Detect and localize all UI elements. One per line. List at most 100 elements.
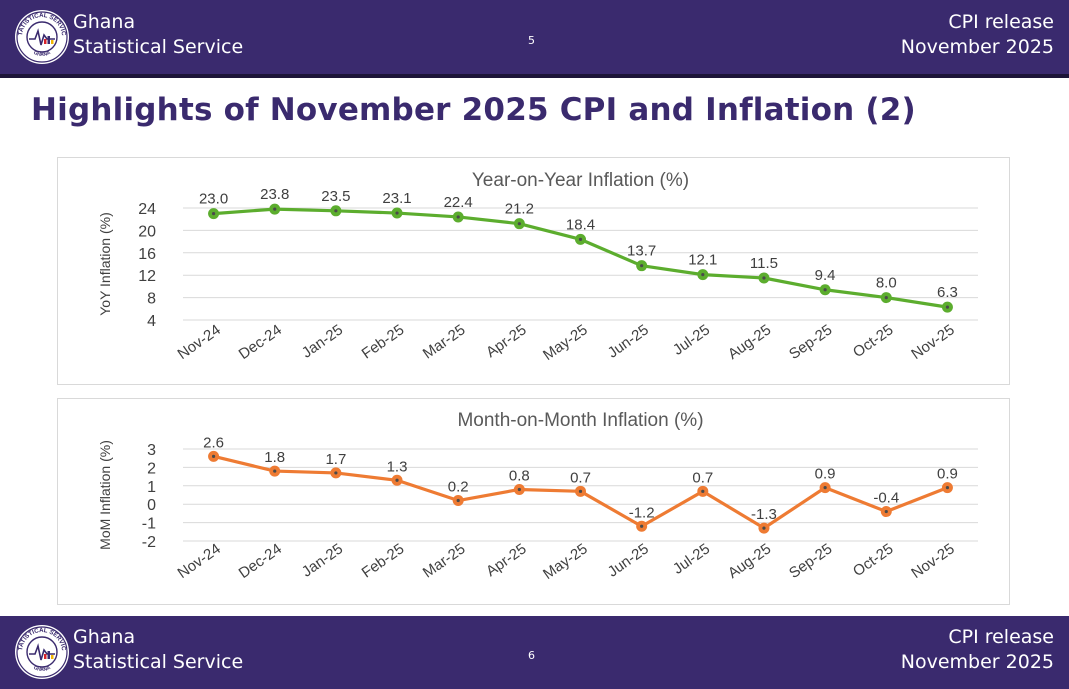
yoy-chart: Year-on-Year Inflation (%) 4 8 12 16 20 24 YoY … bbox=[97, 170, 978, 364]
x-tick-label: Jul-25 bbox=[670, 321, 713, 358]
data-point-center bbox=[456, 498, 460, 503]
y-tick-label: -2 bbox=[142, 534, 156, 551]
data-label: 0.2 bbox=[448, 479, 469, 496]
x-tick-label: Aug-25 bbox=[725, 540, 774, 582]
release-line-1: CPI release bbox=[948, 626, 1054, 648]
page-number: 6 bbox=[528, 649, 535, 662]
x-tick-label: Nov-24 bbox=[175, 540, 224, 582]
x-tick-label: Nov-25 bbox=[908, 540, 957, 582]
data-label: 1.8 bbox=[264, 449, 285, 466]
x-tick-label: Aug-25 bbox=[725, 321, 774, 363]
data-point-center bbox=[517, 487, 521, 492]
y-tick-label: 3 bbox=[147, 442, 156, 459]
data-point-center bbox=[334, 471, 338, 475]
y-axis-label: YoY Inflation (%) bbox=[97, 212, 113, 316]
data-point-center bbox=[578, 237, 583, 241]
logo-ring-text-bottom: GHANA bbox=[32, 50, 52, 58]
data-point-center bbox=[884, 509, 888, 514]
logo-ring-text-bottom: GHANA bbox=[32, 665, 52, 673]
data-point-center bbox=[762, 526, 766, 530]
x-tick-label: Nov-24 bbox=[175, 321, 224, 363]
y-tick-label: 1 bbox=[147, 479, 156, 496]
x-tick-label: May-25 bbox=[540, 321, 591, 364]
data-label: 1.7 bbox=[325, 451, 346, 468]
mom-chart: Month-on-Month Inflation (%) -2-1 01 23 MoM … bbox=[97, 410, 978, 583]
org-line-2: Statistical Service bbox=[73, 36, 244, 58]
data-point-center bbox=[823, 288, 827, 292]
release-info: CPI release November 2025 bbox=[901, 10, 1054, 60]
gss-logo-footer: STATISTICAL SERVICE GHANA bbox=[14, 624, 69, 679]
data-point-center bbox=[517, 222, 521, 226]
x-tick-label: Feb-25 bbox=[359, 540, 408, 581]
chart-title: Month-on-Month Inflation (%) bbox=[457, 410, 703, 431]
data-label: 23.1 bbox=[382, 190, 411, 207]
data-point-center bbox=[456, 215, 460, 219]
y-axis-label: MoM Inflation (%) bbox=[97, 440, 113, 550]
yoy-chart-panel: Year-on-Year Inflation (%) 4 8 12 16 20 24 YoY … bbox=[57, 157, 1010, 385]
y-tick-label: 12 bbox=[138, 268, 156, 285]
page-title: Highlights of November 2025 CPI and Infl… bbox=[31, 92, 916, 128]
data-point-center bbox=[884, 296, 888, 300]
x-tick-label: Nov-25 bbox=[908, 321, 957, 363]
org-line-1: Ghana bbox=[73, 11, 136, 33]
release-info: CPI release November 2025 bbox=[901, 625, 1054, 675]
data-label: 22.4 bbox=[444, 194, 473, 211]
data-point-center bbox=[334, 209, 338, 213]
x-tick-label: Dec-24 bbox=[236, 540, 285, 582]
data-label: 1.3 bbox=[387, 458, 408, 475]
x-tick-label: Mar-25 bbox=[420, 540, 469, 581]
data-point-center bbox=[762, 276, 766, 280]
x-tick-label: Apr-25 bbox=[483, 321, 530, 361]
page-number: 5 bbox=[528, 34, 535, 47]
org-line-2: Statistical Service bbox=[73, 651, 244, 673]
x-tick-label: May-25 bbox=[540, 540, 591, 583]
data-label: 0.7 bbox=[570, 469, 591, 486]
data-point-center bbox=[701, 273, 705, 277]
x-tick-label: Apr-25 bbox=[483, 540, 530, 580]
data-point-center bbox=[578, 489, 583, 493]
y-tick-label: 24 bbox=[138, 201, 156, 218]
gss-logo: STATISTICAL SERVICE GHANA bbox=[14, 9, 69, 64]
data-label: 6.3 bbox=[937, 284, 958, 301]
y-tick-label: -1 bbox=[142, 516, 156, 533]
release-line-2: November 2025 bbox=[900, 651, 1054, 673]
x-tick-label: Sep-25 bbox=[786, 321, 835, 363]
release-line-2: November 2025 bbox=[900, 36, 1054, 58]
x-tick-label: Jul-25 bbox=[670, 540, 713, 577]
x-tick-label: Dec-24 bbox=[236, 321, 285, 363]
x-tick-label: Mar-25 bbox=[420, 321, 469, 362]
data-point-center bbox=[945, 486, 950, 490]
org-name: Ghana Statistical Service bbox=[73, 625, 243, 675]
x-tick-label: Jun-25 bbox=[605, 321, 652, 361]
data-label: 11.5 bbox=[750, 255, 778, 272]
data-point-center bbox=[701, 489, 705, 493]
x-tick-label: Feb-25 bbox=[359, 321, 408, 362]
data-point-center bbox=[211, 454, 216, 458]
footer-bar: STATISTICAL SERVICE GHANA Ghana Statisti… bbox=[0, 616, 1069, 689]
header-bar: STATISTICAL SERVICE GHANA Ghana Statisti… bbox=[0, 0, 1069, 78]
x-tick-label: Sep-25 bbox=[786, 540, 835, 582]
svg-text:GHANA: GHANA bbox=[32, 50, 52, 58]
data-label: -1.3 bbox=[751, 506, 777, 523]
data-point-center bbox=[945, 305, 950, 309]
data-label: -0.4 bbox=[873, 490, 899, 507]
svg-text:GHANA: GHANA bbox=[32, 665, 52, 673]
chart-title: Year-on-Year Inflation (%) bbox=[472, 170, 689, 191]
data-label: 0.8 bbox=[509, 467, 530, 484]
y-tick-label: 8 bbox=[147, 291, 156, 308]
data-point-center bbox=[211, 212, 216, 216]
mom-chart-panel: Month-on-Month Inflation (%) -2 -1 0 1 2 3 MoM … bbox=[57, 398, 1010, 605]
org-name: Ghana Statistical Service bbox=[73, 10, 243, 60]
release-line-1: CPI release bbox=[948, 11, 1054, 33]
data-label: 23.0 bbox=[199, 191, 228, 208]
data-point-center bbox=[395, 211, 399, 215]
x-tick-label: Oct-25 bbox=[850, 321, 897, 361]
data-label: 0.7 bbox=[692, 469, 713, 486]
org-line-1: Ghana bbox=[73, 626, 136, 648]
data-point-center bbox=[273, 207, 277, 211]
data-label: -1.2 bbox=[629, 504, 655, 521]
x-tick-label: Oct-25 bbox=[850, 540, 897, 580]
y-tick-label: 0 bbox=[147, 497, 156, 514]
data-point-center bbox=[273, 469, 277, 473]
data-point-center bbox=[640, 264, 644, 268]
